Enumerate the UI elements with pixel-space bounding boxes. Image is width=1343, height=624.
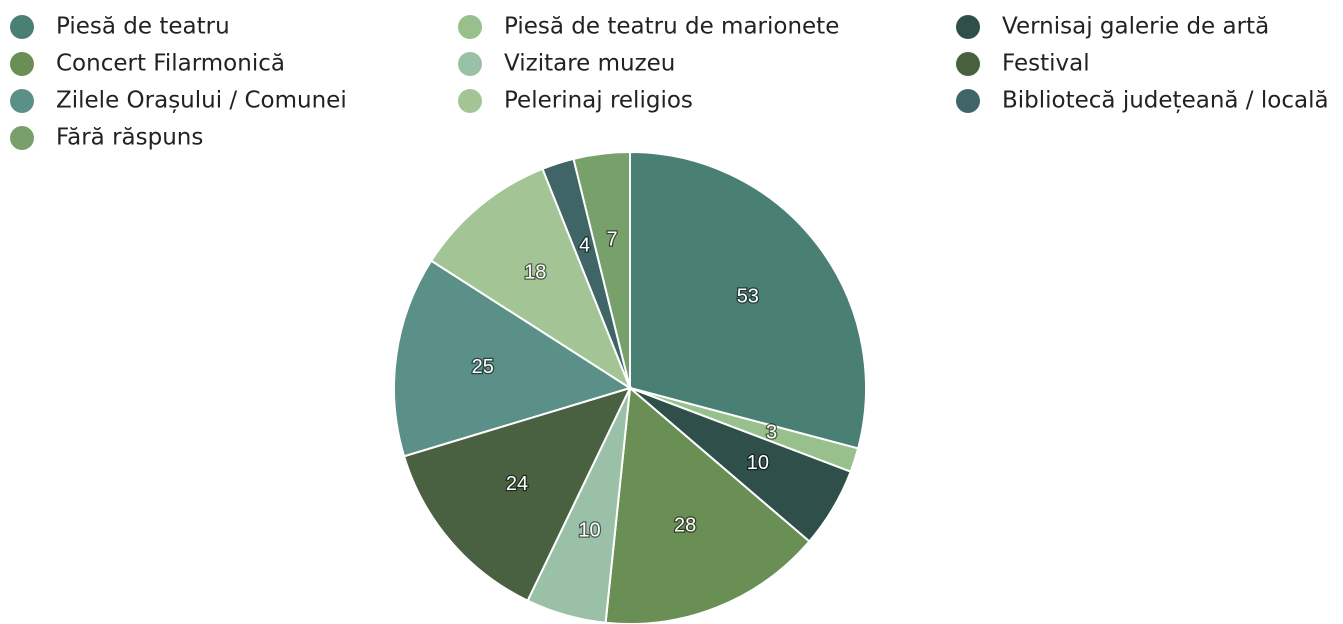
value-label: 4: [579, 235, 590, 257]
legend-swatch: [10, 15, 34, 39]
legend-label: Vernisaj galerie de artă: [1002, 14, 1269, 40]
legend-swatch: [10, 52, 34, 76]
legend-swatch: [458, 89, 482, 113]
pie-slice: [393, 259, 633, 458]
legend-label: Pelerinaj religios: [504, 88, 693, 114]
legend-swatch: [956, 52, 980, 76]
legend-label: Vizitare muzeu: [504, 51, 675, 77]
legend-swatch: [458, 52, 482, 76]
legend-swatch: [458, 15, 482, 39]
legend-label: Piesă de teatru de marionete: [504, 14, 839, 40]
pie-slice: [402, 386, 632, 602]
value-label: 25: [472, 356, 494, 378]
value-label: 3: [766, 422, 777, 444]
value-label: 10: [578, 519, 600, 541]
legend-label: Bibliotecă județeană / locală: [1002, 88, 1329, 114]
pie-slice: [572, 150, 631, 389]
pie-slice: [429, 167, 633, 391]
legend-label: Piesă de teatru: [56, 14, 230, 40]
value-label: 24: [506, 473, 528, 495]
value-label: 10: [747, 452, 769, 474]
value-label: 7: [607, 229, 618, 251]
legend-label: Zilele Orașului / Comunei: [56, 88, 347, 114]
legend-label: Fără răspuns: [56, 125, 203, 151]
legend-swatch: [956, 15, 980, 39]
legend-swatch: [10, 126, 34, 150]
value-label: 18: [524, 262, 546, 284]
legend-swatch: [10, 89, 34, 113]
value-label: 53: [737, 286, 759, 308]
legend-label: Festival: [1002, 51, 1090, 77]
value-label: 28: [674, 514, 696, 536]
legend-label: Concert Filarmonică: [56, 51, 285, 77]
pie-slice: [629, 150, 867, 450]
legend-swatch: [956, 89, 980, 113]
